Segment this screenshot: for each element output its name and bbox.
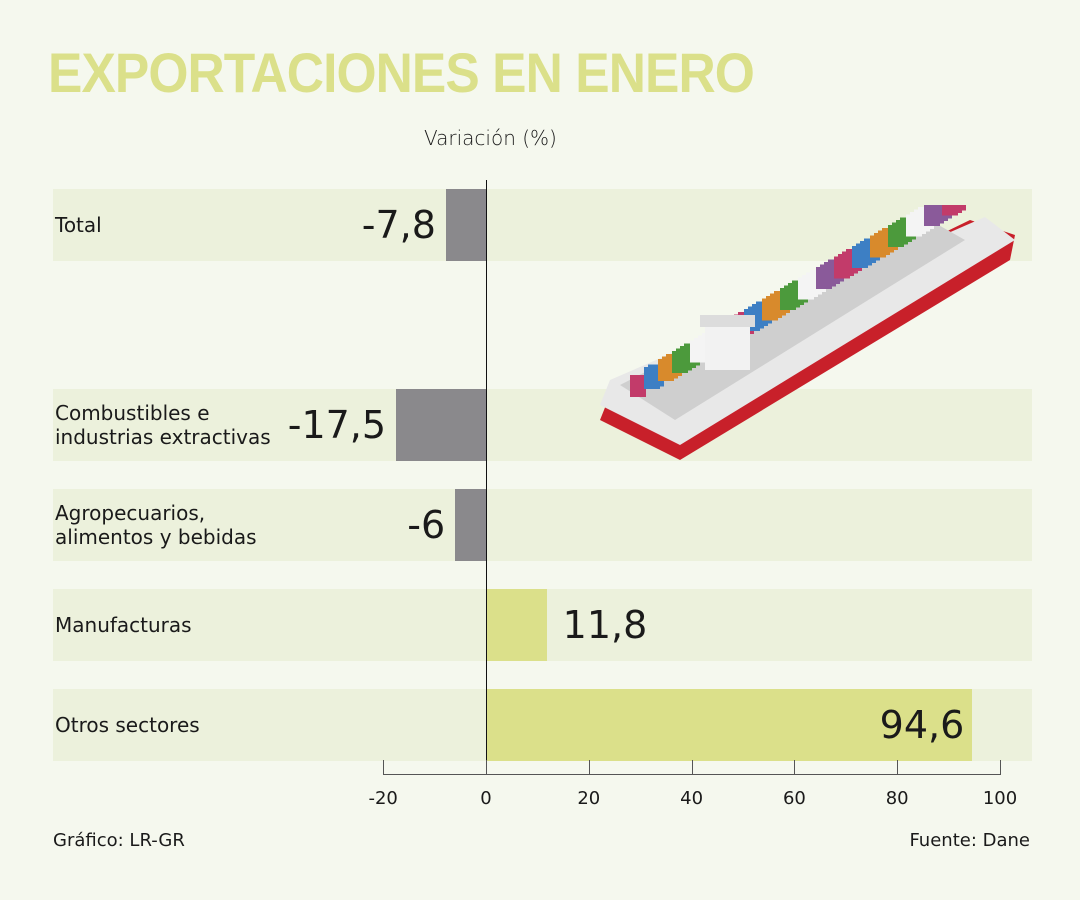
footer-credit: Gráfico: LR-GR — [53, 830, 185, 851]
category-label: Agropecuarios, alimentos y bebidas — [55, 501, 257, 549]
container — [924, 205, 940, 226]
value-label: 94,6 — [879, 703, 965, 747]
zero-line — [486, 180, 487, 774]
x-tick — [588, 760, 590, 774]
category-label: Total — [55, 213, 102, 237]
value-label: -17,5 — [287, 403, 387, 447]
x-tick-label: 60 — [782, 788, 806, 809]
x-tick-label: 20 — [577, 788, 601, 809]
container — [690, 340, 706, 363]
container — [870, 235, 886, 258]
x-tick-label: 100 — [982, 788, 1018, 809]
value-label: -7,8 — [361, 203, 436, 247]
container — [852, 246, 868, 268]
x-tick — [691, 760, 693, 774]
bar — [396, 389, 486, 461]
container — [798, 277, 814, 300]
container — [816, 267, 832, 289]
container — [644, 367, 660, 389]
footer-source: Fuente: Dane — [909, 830, 1030, 851]
row-band — [53, 489, 1032, 561]
container — [762, 298, 778, 321]
category-label: Manufacturas — [55, 613, 192, 637]
container — [630, 375, 646, 397]
container — [906, 214, 922, 237]
x-tick — [486, 760, 487, 774]
bar — [455, 489, 486, 561]
x-tick — [897, 760, 899, 774]
container — [834, 256, 850, 279]
x-tick-label: -20 — [368, 788, 398, 809]
container-ship-illustration — [600, 205, 1015, 460]
x-tick — [1000, 760, 1001, 774]
x-tick — [383, 760, 385, 774]
bar — [486, 689, 973, 761]
container — [780, 288, 796, 310]
chart-title: EXPORTACIONES EN ENERO — [48, 41, 755, 104]
category-label: Otros sectores — [55, 713, 200, 737]
row-band — [53, 389, 1032, 461]
x-tick-label: 80 — [885, 788, 909, 809]
bar — [486, 589, 547, 661]
container — [942, 205, 958, 216]
bar — [445, 189, 486, 261]
value-label: 11,8 — [562, 603, 648, 647]
container — [672, 351, 688, 373]
category-label: Combustibles e industrias extractivas — [55, 401, 271, 449]
x-tick-label: 0 — [480, 788, 492, 809]
x-tick — [794, 760, 796, 774]
container — [888, 225, 904, 247]
x-tick-label: 40 — [680, 788, 704, 809]
value-label: -6 — [407, 503, 446, 547]
container — [658, 359, 674, 381]
axis-label: Variación (%) — [424, 126, 557, 150]
x-axis — [383, 774, 1001, 775]
